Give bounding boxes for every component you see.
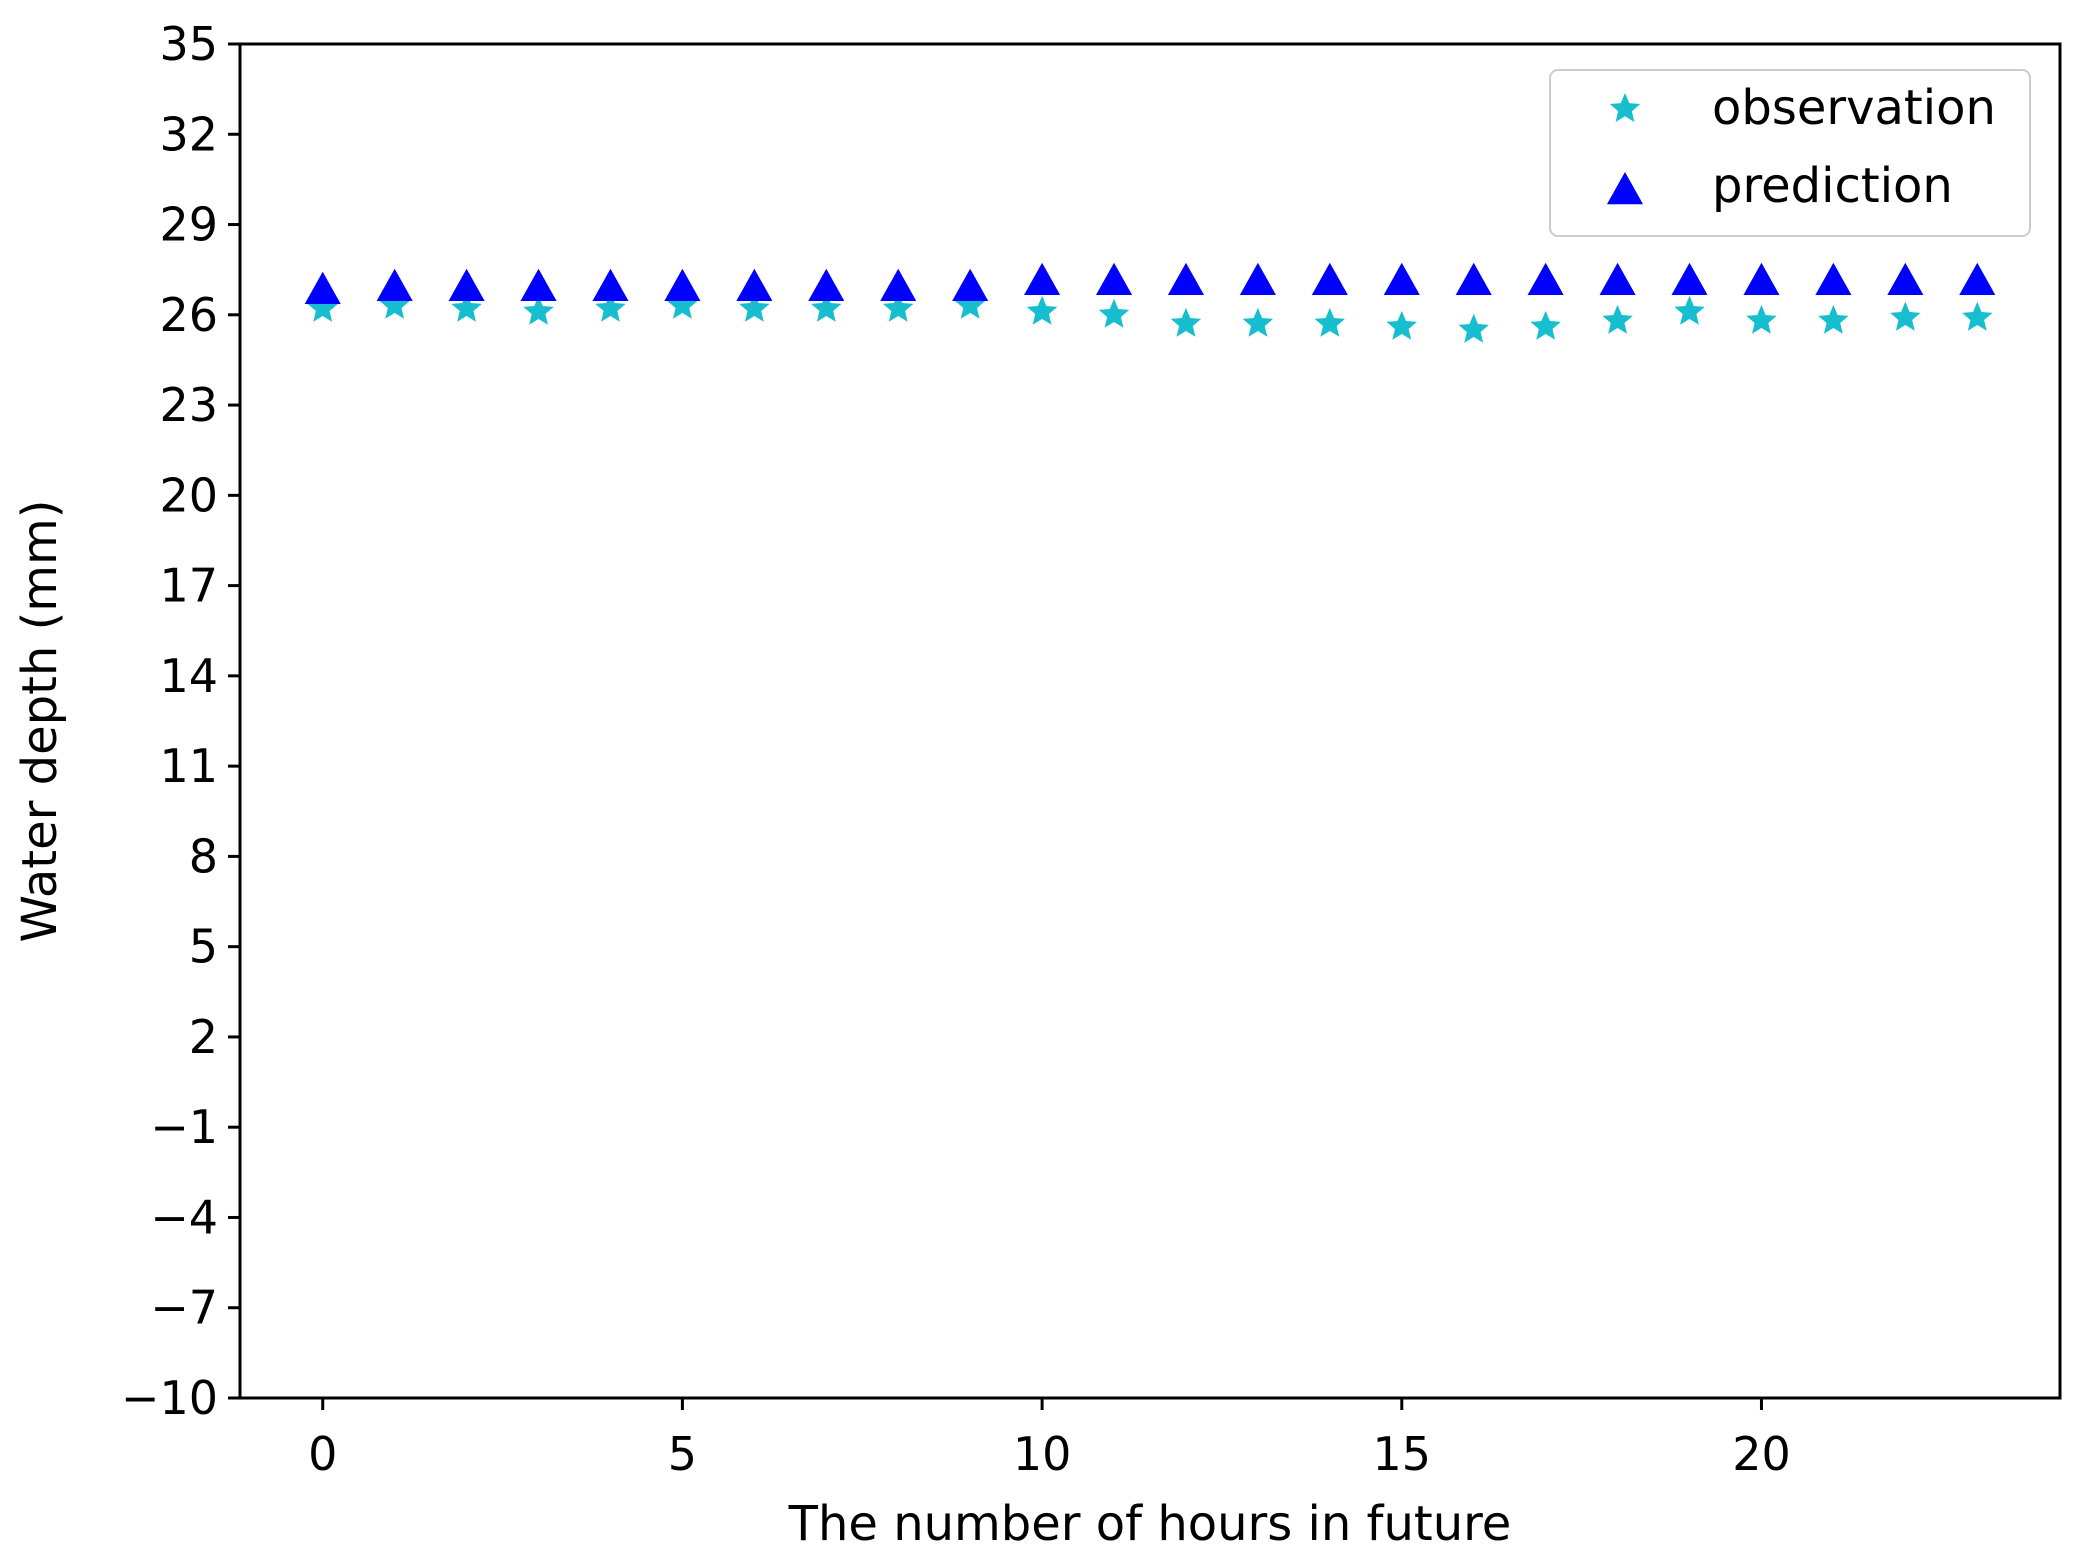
prediction-point bbox=[592, 268, 629, 302]
prediction-point bbox=[1743, 262, 1780, 295]
legend-star-icon bbox=[1609, 93, 1641, 122]
series-observation bbox=[307, 289, 1993, 343]
y-tick-label: 2 bbox=[189, 1010, 218, 1064]
y-axis: −10 −7 −4 −1 2 5 8 11 14 17 20 23 26 29 32 35 bbox=[121, 17, 240, 1425]
prediction-point bbox=[1527, 262, 1564, 295]
x-tick-label: 20 bbox=[1732, 1427, 1791, 1481]
prediction-point bbox=[1383, 262, 1420, 295]
y-tick-label: 23 bbox=[159, 378, 218, 432]
legend-label-prediction: prediction bbox=[1712, 158, 1953, 214]
x-axis: 0 5 10 15 20 bbox=[308, 1398, 1791, 1481]
observation-point bbox=[595, 292, 626, 322]
observation-point bbox=[1098, 298, 1130, 328]
observation-point bbox=[954, 289, 986, 319]
prediction-point bbox=[520, 268, 557, 302]
y-tick-label: 8 bbox=[189, 829, 218, 883]
observation-point bbox=[1242, 307, 1274, 337]
prediction-point bbox=[880, 268, 917, 302]
prediction-point bbox=[952, 268, 989, 302]
y-tick-label: 14 bbox=[159, 649, 218, 703]
x-tick-label: 15 bbox=[1373, 1427, 1432, 1481]
legend-box bbox=[1549, 69, 2031, 237]
prediction-point bbox=[1239, 262, 1276, 295]
y-tick-label: 20 bbox=[159, 468, 218, 522]
y-tick-label: 32 bbox=[159, 107, 218, 161]
prediction-point bbox=[1671, 262, 1708, 295]
observation-point bbox=[1026, 295, 1058, 325]
plot-area-frame bbox=[238, 42, 2062, 1400]
y-tick-label: 17 bbox=[159, 559, 218, 613]
legend: observation prediction bbox=[1549, 69, 2031, 237]
y-axis-label: Water depth (mm) bbox=[12, 499, 68, 942]
y-tick-label: 5 bbox=[189, 920, 218, 974]
observation-point bbox=[451, 292, 482, 322]
y-tick-label: 26 bbox=[159, 288, 218, 342]
x-tick-label: 0 bbox=[308, 1427, 337, 1481]
x-tick-label: 5 bbox=[668, 1427, 697, 1481]
prediction-point bbox=[1311, 262, 1348, 295]
prediction-point bbox=[1455, 262, 1492, 295]
y-tick-label: −4 bbox=[150, 1190, 218, 1244]
observation-point bbox=[1962, 301, 1993, 331]
x-tick-label: 10 bbox=[1013, 1427, 1072, 1481]
observation-point bbox=[1818, 304, 1849, 334]
observation-point bbox=[1602, 304, 1633, 334]
observation-point bbox=[1170, 307, 1202, 337]
prediction-point bbox=[664, 268, 701, 302]
observation-point bbox=[1530, 310, 1561, 340]
prediction-point bbox=[448, 268, 485, 302]
y-tick-label: 29 bbox=[159, 198, 218, 252]
prediction-point bbox=[376, 268, 413, 302]
x-axis-label: The number of hours in future bbox=[788, 1496, 1512, 1552]
legend-label-observation: observation bbox=[1712, 80, 1996, 136]
observation-point bbox=[1674, 295, 1705, 325]
y-tick-label: −7 bbox=[150, 1281, 218, 1335]
prediction-point bbox=[1167, 262, 1205, 295]
y-tick-label: −10 bbox=[121, 1371, 218, 1425]
observation-point bbox=[523, 295, 554, 325]
observation-point bbox=[379, 289, 410, 319]
observation-point bbox=[811, 292, 842, 322]
prediction-point bbox=[1024, 262, 1061, 295]
observation-point bbox=[883, 292, 914, 322]
prediction-point bbox=[1599, 262, 1636, 295]
series-prediction bbox=[304, 262, 1996, 305]
y-tick-label: 35 bbox=[159, 17, 218, 71]
observation-point bbox=[307, 292, 338, 322]
observation-point bbox=[1458, 313, 1489, 343]
observation-point bbox=[1314, 307, 1346, 337]
prediction-point bbox=[1959, 262, 1996, 295]
y-tick-label: −1 bbox=[150, 1100, 218, 1154]
observation-point bbox=[1890, 301, 1921, 331]
prediction-point bbox=[1815, 262, 1852, 295]
observation-point bbox=[739, 292, 770, 322]
observation-point bbox=[1386, 310, 1417, 340]
prediction-point bbox=[736, 268, 773, 302]
legend-marker-observation bbox=[1609, 93, 1641, 122]
y-tick-label: 11 bbox=[159, 739, 218, 793]
prediction-point bbox=[808, 268, 845, 302]
prediction-point bbox=[304, 271, 341, 305]
observation-point bbox=[667, 289, 698, 319]
observation-point bbox=[1746, 304, 1777, 334]
prediction-point bbox=[1887, 262, 1924, 295]
prediction-point bbox=[1095, 262, 1133, 295]
legend-marker-prediction bbox=[1606, 172, 1644, 205]
legend-triangle-icon bbox=[1606, 172, 1644, 205]
